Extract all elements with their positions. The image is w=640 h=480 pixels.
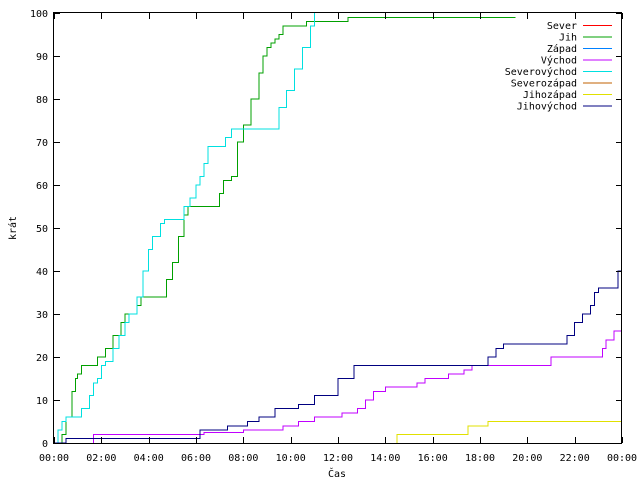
y-tick-label: 90 [36, 52, 48, 63]
series-group [54, 13, 622, 444]
y-tick-label: 20 [36, 353, 48, 364]
x-tick-label: 22:00 [560, 453, 590, 464]
x-tick-label: 06:00 [181, 453, 211, 464]
x-tick-label: 08:00 [228, 453, 258, 464]
x-tick-label: 00:00 [39, 453, 69, 464]
legend-label: Sever [547, 21, 577, 32]
y-axis-label: krát [7, 216, 19, 240]
x-tick-label: 00:00 [607, 453, 637, 464]
x-tick-label: 18:00 [465, 453, 495, 464]
y-tick-label: 100 [30, 9, 48, 20]
x-tick-label: 12:00 [323, 453, 353, 464]
legend-label: Jihozápad [523, 89, 577, 101]
series-line-7 [54, 270, 622, 444]
x-tick-label: 04:00 [134, 453, 164, 464]
y-tick-label: 40 [36, 267, 48, 278]
x-axis-ticks: 00:00 02:00 04:00 06:00 08:00 10:00 12:00 14:00… [39, 13, 637, 464]
x-tick-label: 10:00 [276, 453, 306, 464]
x-tick-label: 16:00 [418, 453, 448, 464]
y-tick-label: 60 [36, 181, 48, 192]
legend-label: Severovýchod [505, 66, 577, 78]
y-tick-label: 30 [36, 310, 48, 321]
y-tick-label: 50 [36, 224, 48, 235]
series-line-4 [54, 13, 315, 444]
legend: SeverJihZápadVýchodSeverovýchodSeverozáp… [505, 21, 612, 113]
series-line-6 [396, 421, 622, 443]
x-axis-label: Čas [328, 467, 346, 480]
y-tick-label: 10 [36, 396, 48, 407]
legend-label: Západ [547, 43, 577, 55]
legend-label: Jih [559, 33, 577, 44]
x-tick-label: 02:00 [86, 453, 116, 464]
x-tick-label: 14:00 [370, 453, 400, 464]
x-tick-label: 20:00 [512, 453, 542, 464]
series-line-1 [54, 16, 516, 444]
legend-label: Východ [541, 55, 577, 67]
legend-label: Jihovýchod [517, 101, 577, 113]
y-tick-label: 70 [36, 138, 48, 149]
y-tick-label: 80 [36, 95, 48, 106]
series-line-3 [92, 330, 622, 443]
y-tick-label: 0 [42, 439, 48, 450]
legend-label: Severozápad [511, 78, 577, 90]
y-axis-ticks: 0 10 20 30 40 50 60 70 80 90 100 [30, 9, 622, 450]
